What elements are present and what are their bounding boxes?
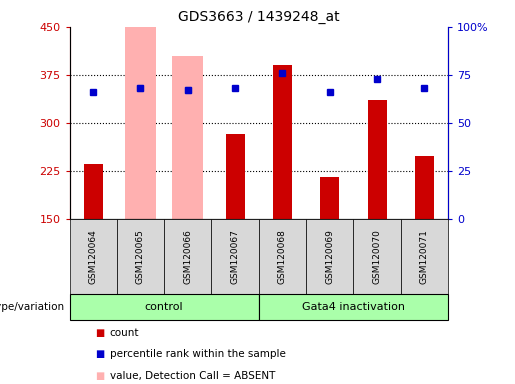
Text: GSM120068: GSM120068 — [278, 229, 287, 284]
Title: GDS3663 / 1439248_at: GDS3663 / 1439248_at — [178, 10, 339, 25]
Text: Gata4 inactivation: Gata4 inactivation — [302, 302, 405, 312]
Text: GSM120064: GSM120064 — [89, 229, 98, 284]
Text: count: count — [110, 328, 139, 338]
Text: GSM120071: GSM120071 — [420, 229, 429, 284]
Text: ■: ■ — [95, 328, 105, 338]
Text: GSM120066: GSM120066 — [183, 229, 192, 284]
Bar — [368, 101, 387, 219]
Text: percentile rank within the sample: percentile rank within the sample — [110, 349, 286, 359]
Text: ■: ■ — [95, 349, 105, 359]
Text: control: control — [145, 302, 183, 312]
Bar — [226, 134, 245, 219]
Bar — [84, 164, 102, 219]
Text: GSM120069: GSM120069 — [325, 229, 334, 284]
Bar — [173, 56, 203, 219]
Text: GSM120065: GSM120065 — [136, 229, 145, 284]
Bar — [320, 177, 339, 219]
Bar — [415, 156, 434, 219]
Bar — [125, 27, 156, 219]
Text: GSM120067: GSM120067 — [231, 229, 239, 284]
Bar — [273, 65, 292, 219]
Text: ■: ■ — [95, 371, 105, 381]
Text: genotype/variation: genotype/variation — [0, 302, 64, 312]
Text: value, Detection Call = ABSENT: value, Detection Call = ABSENT — [110, 371, 275, 381]
Text: GSM120070: GSM120070 — [372, 229, 382, 284]
